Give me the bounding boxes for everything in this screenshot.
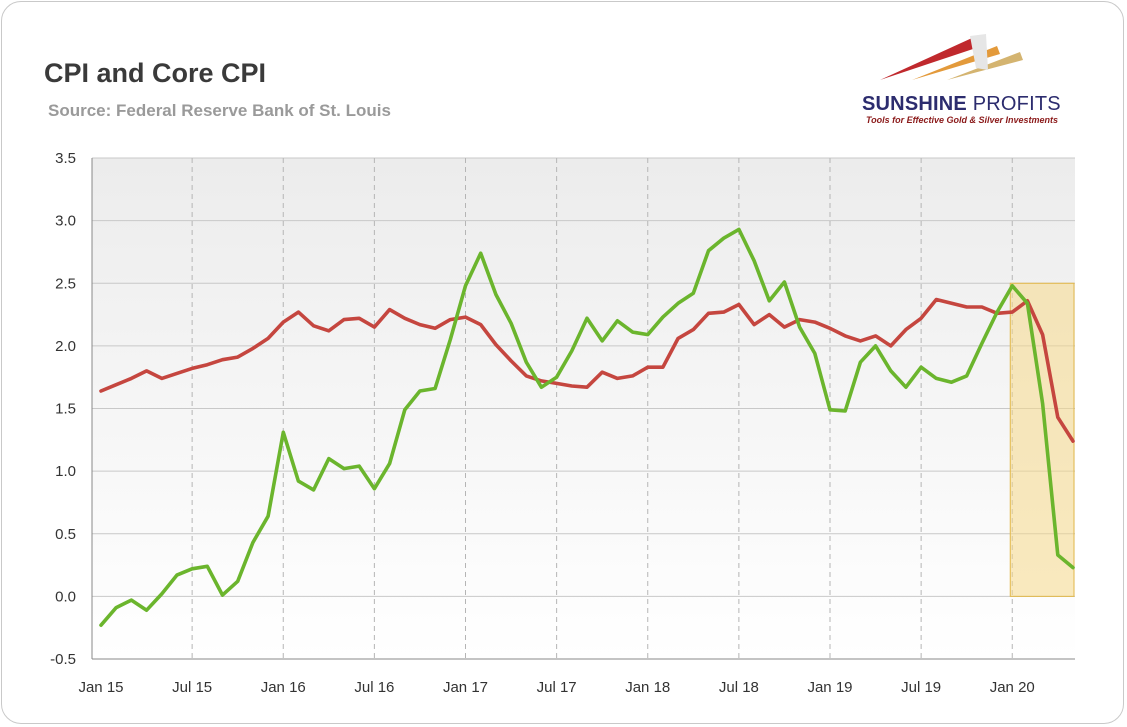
logo-name-light: PROFITS [966,93,1061,115]
x-tick-label: Jul 17 [537,679,577,696]
logo-rays-icon [880,34,1023,80]
y-tick-label: -0.5 [50,651,76,668]
x-tick-label: Jul 19 [901,679,941,696]
sunshine-profits-logo: SUNSHINE PROFITS Tools for Effective Gol… [852,18,1122,138]
logo-name-bold: SUNSHINE [862,93,967,115]
chart-subtitle: Source: Federal Reserve Bank of St. Loui… [48,101,391,120]
logo-name: SUNSHINE PROFITS [862,93,1061,116]
y-tick-label: 3.5 [55,150,76,167]
x-tick-label: Jan 19 [807,679,852,696]
series-line-cpi [99,227,1075,628]
x-tick-label: Jul 15 [172,679,212,696]
axes: -0.5 0.0 0.5 1.0 1.5 2.0 2.5 3.0 3.5 Jan 15 Jul 15… [50,150,1075,696]
y-tick-label: 2.0 [55,338,76,355]
x-tick-label: Jan 20 [990,679,1035,696]
x-tick-label: Jan 15 [78,679,123,696]
y-tick-label: 2.5 [55,275,76,292]
y-tick-label: 1.5 [55,401,76,418]
series-lines [99,227,1075,628]
y-tick-label: 0.0 [55,588,76,605]
logo-tagline: Tools for Effective Gold & Silver Invest… [866,115,1059,125]
x-tick-label: Jan 16 [261,679,306,696]
logo-ray-red [880,38,976,80]
y-tick-label: 1.0 [55,463,76,480]
chart-title: CPI and Core CPI [44,58,267,88]
x-tick-label: Jan 17 [443,679,488,696]
x-tick-label: Jan 18 [625,679,670,696]
x-tick-label: Jul 18 [719,679,759,696]
series-line-core-cpi [99,297,1075,443]
y-tick-label: 3.0 [55,213,76,230]
logo-ray-shadow [970,34,988,70]
x-tick-label: Jul 16 [354,679,394,696]
y-tick-label: 0.5 [55,526,76,543]
